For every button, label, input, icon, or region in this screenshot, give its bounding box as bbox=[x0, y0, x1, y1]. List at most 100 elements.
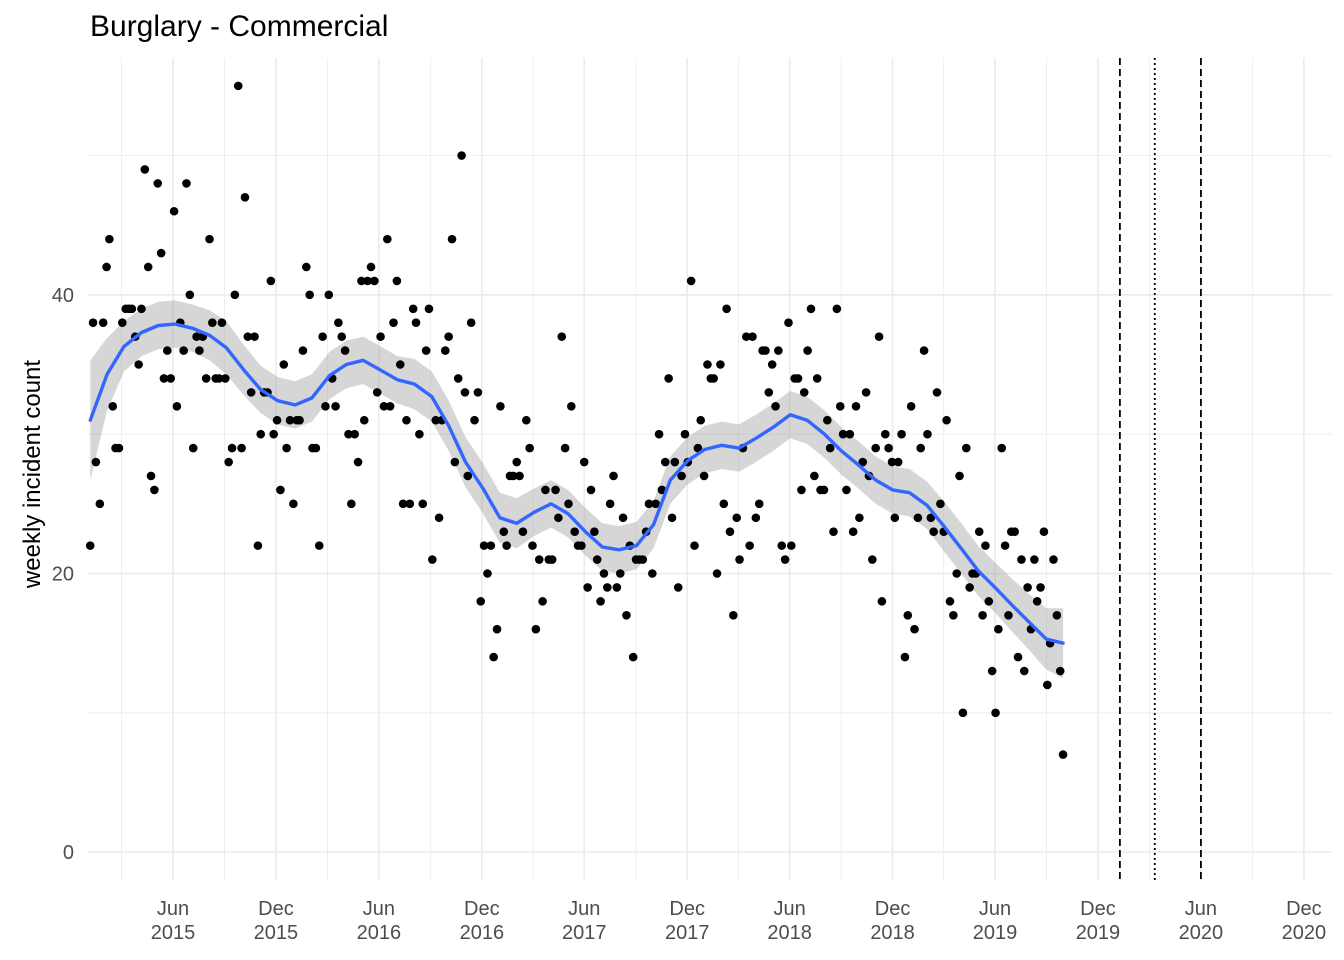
data-point bbox=[618, 513, 628, 523]
data-point bbox=[496, 402, 505, 411]
data-point bbox=[253, 541, 263, 550]
data-point bbox=[1013, 652, 1023, 662]
data-point bbox=[159, 374, 169, 383]
data-point bbox=[942, 415, 951, 425]
data-point bbox=[916, 443, 926, 453]
data-point bbox=[134, 360, 143, 369]
data-point bbox=[217, 318, 227, 328]
data-point bbox=[166, 374, 176, 383]
data-point bbox=[680, 429, 690, 439]
data-point bbox=[554, 513, 563, 523]
data-point bbox=[172, 402, 182, 411]
data-point bbox=[812, 374, 822, 383]
data-point bbox=[237, 443, 246, 453]
data-point bbox=[105, 234, 114, 244]
data-point bbox=[955, 471, 964, 481]
data-point bbox=[929, 527, 938, 536]
data-point bbox=[521, 415, 531, 425]
data-point bbox=[1036, 583, 1045, 592]
data-point bbox=[1023, 583, 1032, 592]
data-point bbox=[421, 346, 431, 355]
data-point bbox=[987, 666, 997, 676]
smooth-line-layer bbox=[88, 322, 1065, 645]
x-tick-label: Jun 2016 bbox=[357, 898, 402, 944]
data-point bbox=[547, 555, 557, 564]
data-point bbox=[910, 624, 919, 634]
data-point bbox=[848, 527, 858, 536]
data-point bbox=[205, 234, 214, 244]
data-point bbox=[871, 443, 880, 453]
x-tick-label: Dec 2020 bbox=[1282, 898, 1327, 944]
data-point bbox=[722, 304, 731, 314]
data-point bbox=[926, 513, 936, 523]
data-point bbox=[379, 402, 389, 411]
data-point bbox=[185, 290, 195, 300]
data-point bbox=[774, 346, 783, 355]
x-tick-label: Dec 2015 bbox=[254, 898, 299, 944]
data-point bbox=[476, 597, 486, 606]
x-tick-label: Dec 2018 bbox=[870, 898, 915, 944]
data-point bbox=[654, 429, 664, 439]
data-point bbox=[949, 610, 958, 620]
data-point bbox=[479, 541, 489, 550]
data-point bbox=[318, 332, 327, 341]
data-point bbox=[784, 318, 793, 328]
data-point bbox=[958, 708, 968, 718]
data-point bbox=[771, 402, 780, 411]
data-point bbox=[466, 318, 476, 328]
confidence-ribbon bbox=[90, 300, 1064, 678]
x-tick-label: Dec 2017 bbox=[665, 898, 710, 944]
data-point bbox=[460, 388, 470, 397]
data-point bbox=[1055, 666, 1065, 676]
data-point bbox=[418, 499, 428, 509]
data-point bbox=[903, 610, 913, 620]
data-point bbox=[858, 457, 868, 467]
data-point bbox=[923, 429, 932, 439]
data-point bbox=[577, 541, 586, 550]
data-point bbox=[140, 165, 150, 174]
data-point bbox=[583, 583, 592, 592]
data-point bbox=[793, 374, 803, 383]
data-point bbox=[102, 262, 111, 272]
data-point bbox=[169, 206, 179, 216]
data-point bbox=[1017, 555, 1026, 564]
data-point bbox=[305, 290, 314, 300]
data-point bbox=[331, 402, 340, 411]
data-point bbox=[1030, 555, 1039, 564]
data-point bbox=[880, 429, 890, 439]
data-point bbox=[428, 555, 437, 564]
data-point bbox=[272, 415, 282, 425]
x-tick-labels: Jun 2015 Dec 2015 Jun 2016 Dec 2016 Jun 2017 Dec 20… bbox=[151, 898, 1326, 944]
data-point bbox=[357, 276, 366, 286]
data-point bbox=[282, 443, 291, 453]
data-point bbox=[415, 429, 424, 439]
data-point bbox=[1000, 541, 1010, 550]
data-point bbox=[214, 374, 224, 383]
data-point bbox=[440, 346, 450, 355]
data-point bbox=[153, 179, 163, 188]
data-point bbox=[974, 527, 984, 536]
data-point bbox=[324, 290, 334, 300]
data-point bbox=[667, 513, 677, 523]
data-point bbox=[799, 388, 809, 397]
data-point bbox=[143, 262, 153, 272]
data-point bbox=[845, 429, 855, 439]
data-point bbox=[825, 443, 835, 453]
y-tick-label: 20 bbox=[52, 563, 74, 585]
data-point bbox=[137, 304, 146, 314]
data-point bbox=[936, 499, 945, 509]
data-point bbox=[395, 360, 405, 369]
y-tick-label: 0 bbox=[63, 842, 74, 864]
data-point bbox=[819, 485, 829, 495]
data-point bbox=[978, 610, 987, 620]
data-point bbox=[1049, 555, 1058, 564]
data-point bbox=[686, 276, 696, 286]
data-point bbox=[609, 471, 618, 481]
data-point bbox=[874, 332, 884, 341]
data-point bbox=[492, 624, 502, 634]
chart-title: Burglary - Commercial bbox=[90, 10, 389, 43]
data-point bbox=[965, 583, 974, 592]
data-point bbox=[751, 513, 761, 523]
data-point bbox=[314, 541, 324, 550]
data-point bbox=[525, 443, 534, 453]
